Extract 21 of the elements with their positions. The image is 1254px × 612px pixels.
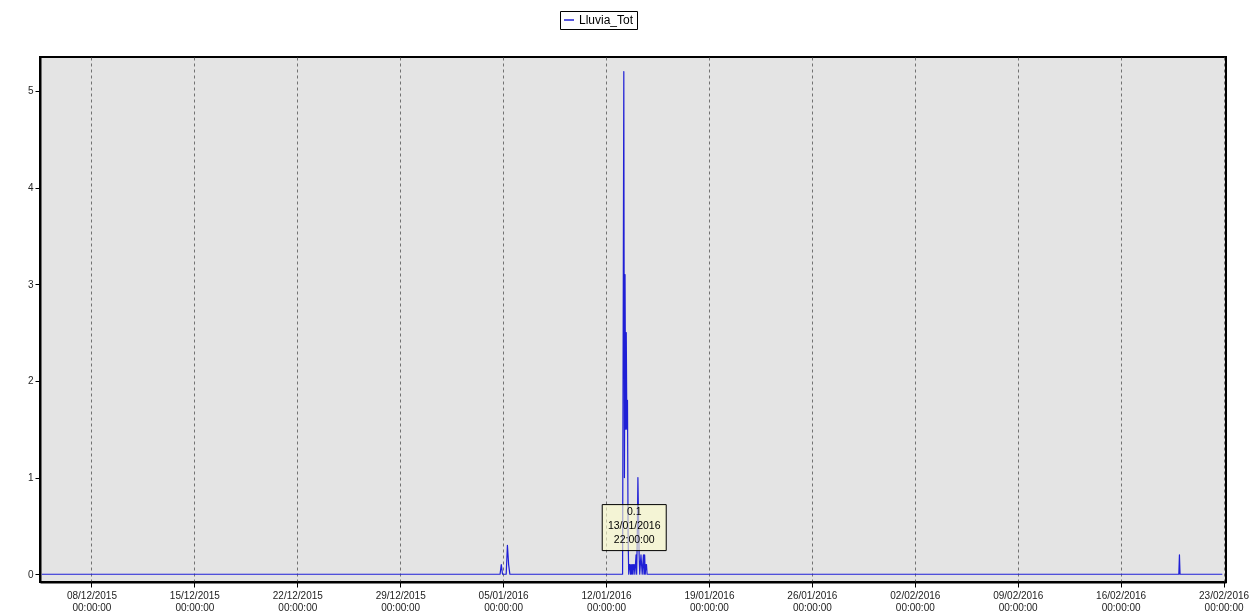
legend-label: Lluvia_Tot — [579, 13, 634, 27]
x-tick-label: 19/01/2016 00:00:00 — [684, 589, 735, 612]
y-tick-label: 1 — [27, 472, 34, 484]
y-tick-label: 2 — [27, 375, 34, 387]
x-tick-label: 22/12/2015 00:00:00 — [272, 589, 324, 612]
x-tick-label: 12/01/2016 00:00:00 — [581, 589, 632, 612]
x-tick-label: 05/01/2016 00:00:00 — [478, 589, 530, 612]
y-tick-label: 0 — [27, 568, 34, 580]
y-tick-label: 3 — [27, 278, 34, 290]
x-tick-label: 09/02/2016 00:00:00 — [993, 589, 1044, 612]
line-series — [41, 70, 1223, 575]
x-tick-label: 16/02/2016 00:00:00 — [1096, 589, 1147, 612]
y-tick-label: 4 — [27, 182, 34, 194]
x-tick-label: 02/02/2016 00:00:00 — [890, 589, 941, 612]
y-tick-label: 5 — [27, 85, 34, 97]
x-tick-label: 15/12/2015 00:00:00 — [169, 589, 221, 612]
x-tick-label: 29/12/2015 00:00:00 — [375, 589, 427, 612]
x-tick-label: 26/01/2016 00:00:00 — [787, 589, 838, 612]
annotation: 0.1 13/01/2016 22:00:00 — [607, 504, 661, 545]
x-tick-label: 08/12/2015 00:00:00 — [66, 589, 118, 612]
x-tick-label: 23/02/2016 00:00:00 — [1199, 589, 1250, 612]
